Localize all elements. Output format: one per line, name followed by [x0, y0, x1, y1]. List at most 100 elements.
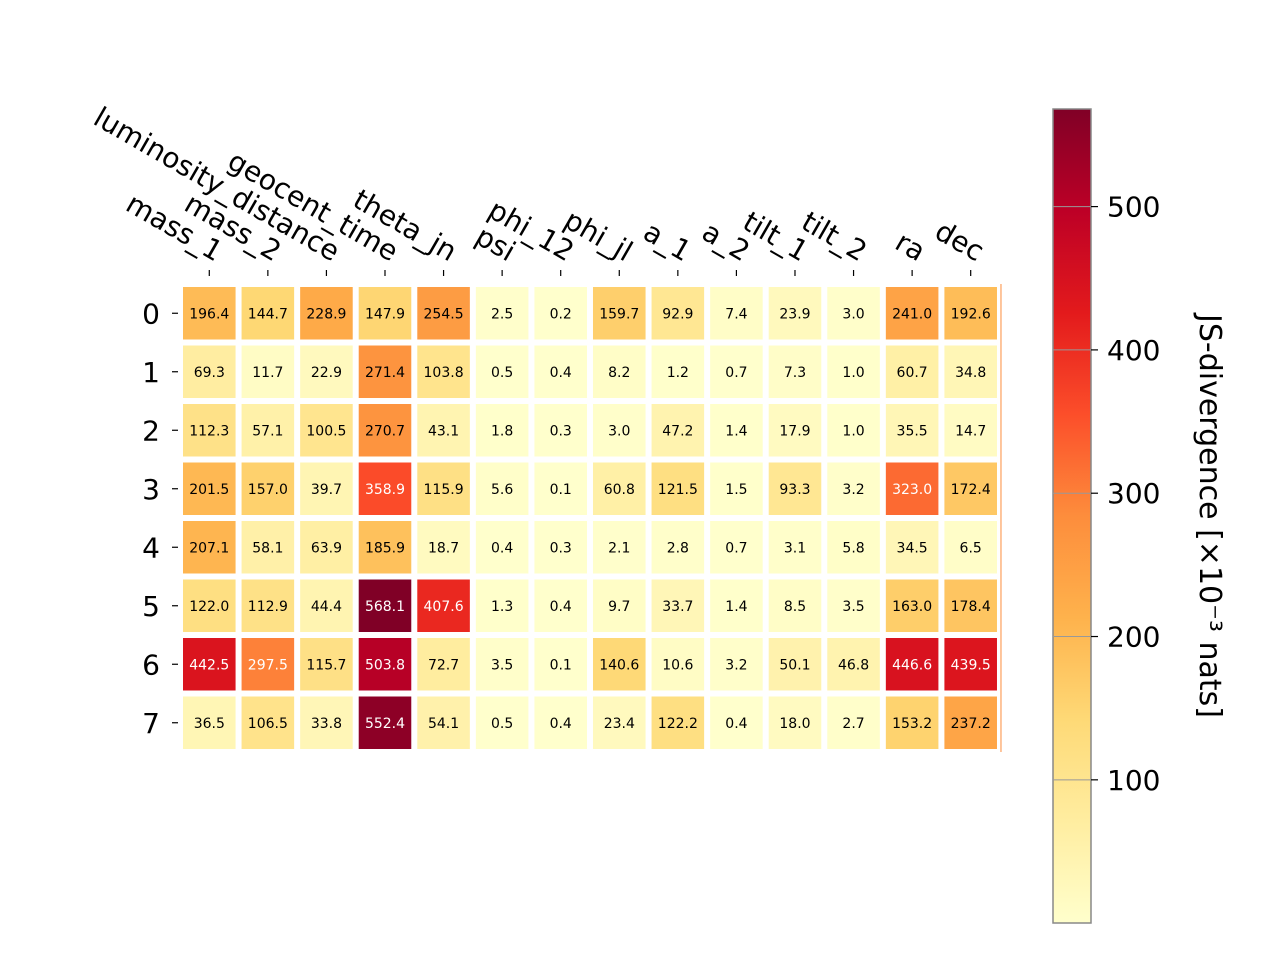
heatmap-cell: [710, 696, 763, 749]
heatmap-cell: [358, 579, 412, 632]
heatmap-cell: [183, 696, 236, 749]
cell-value-label: 0.7: [725, 540, 747, 556]
heatmap-cell: [710, 521, 763, 574]
heatmap-cell: [944, 696, 997, 749]
cell-value-label: 2.7: [842, 716, 864, 732]
cell-value-label: 552.4: [365, 716, 405, 732]
cell-value-label: 568.1: [365, 599, 405, 615]
heatmap-cell: [475, 462, 529, 515]
cell-value-label: 23.9: [779, 306, 810, 322]
cell-value-label: 122.2: [658, 716, 698, 732]
heatmap-cell: [417, 696, 470, 749]
cell-value-label: 0.3: [550, 423, 572, 439]
heatmap-cell: [592, 462, 646, 515]
cell-value-label: 271.4: [365, 365, 405, 381]
heatmap-cell: [241, 696, 295, 749]
cell-value-label: 18.7: [428, 540, 459, 556]
colorbar-tick-label: 300: [1107, 477, 1160, 510]
cell-value-label: 0.5: [491, 716, 513, 732]
heatmap-cell: [944, 638, 997, 691]
heatmap-cell: [241, 638, 295, 691]
heatmap-cell: [944, 404, 997, 457]
cell-value-label: 446.6: [892, 657, 932, 673]
heatmap-cell: [944, 521, 997, 574]
cell-value-label: 9.7: [608, 599, 630, 615]
y-tick-label: 1: [142, 356, 160, 389]
heatmap-cell: [710, 404, 763, 457]
heatmap-cells: 196.4 144.7 228.9 147.9 254.5 2.5 0.2 159.7 92.9…: [183, 284, 1002, 752]
cell-value-label: 60.7: [897, 365, 928, 381]
heatmap-cell: [885, 521, 939, 574]
cell-value-label: 0.4: [725, 716, 747, 732]
cell-value-label: 237.2: [951, 716, 991, 732]
cell-value-label: 503.8: [365, 657, 405, 673]
colorbar-tick-label: 100: [1107, 764, 1160, 797]
cell-value-label: 3.1: [784, 540, 806, 556]
heatmap-cell: [534, 404, 587, 457]
colorbar-label: JS-divergence [×10⁻³ nats]: [1192, 312, 1227, 718]
cell-value-label: 3.0: [608, 423, 630, 439]
cell-value-label: 1.2: [667, 365, 689, 381]
y-tick-label: 5: [142, 590, 160, 623]
heatmap-cell: [885, 579, 939, 632]
heatmap-cell: [592, 345, 646, 398]
heatmap-cell: [417, 345, 470, 398]
cell-value-label: 8.2: [608, 365, 630, 381]
heatmap-cell: [358, 521, 412, 574]
cell-value-label: 228.9: [306, 306, 346, 322]
cell-value-label: 34.5: [897, 540, 928, 556]
cell-value-label: 2.5: [491, 306, 513, 322]
cell-value-label: 23.4: [604, 716, 635, 732]
cell-value-label: 60.8: [604, 482, 635, 498]
cell-value-label: 72.7: [428, 657, 459, 673]
heatmap-cell: [534, 579, 587, 632]
heatmap-cell: [241, 521, 295, 574]
heatmap-cell: [885, 287, 939, 340]
cell-value-label: 54.1: [428, 716, 459, 732]
heatmap-cell: [300, 638, 353, 691]
heatmap-cell: [183, 579, 236, 632]
cell-value-label: 0.1: [550, 482, 572, 498]
cell-value-label: 112.3: [189, 423, 229, 439]
cell-value-label: 1.3: [491, 599, 513, 615]
heatmap-cell: [417, 638, 470, 691]
cell-value-label: 115.7: [306, 657, 346, 673]
cell-value-label: 159.7: [599, 306, 639, 322]
cell-value-label: 0.5: [491, 365, 513, 381]
heatmap-cell: [534, 638, 587, 691]
heatmap-cell: [358, 404, 412, 457]
cell-value-label: 34.8: [955, 365, 986, 381]
cell-value-label: 57.1: [252, 423, 283, 439]
cell-value-label: 106.5: [248, 716, 288, 732]
heatmap-cell: [183, 462, 236, 515]
cell-value-label: 44.4: [311, 599, 342, 615]
heatmap-cell: [885, 638, 939, 691]
heatmap-cell: [358, 696, 412, 749]
heatmap-cell: [241, 462, 295, 515]
cell-value-label: 115.9: [424, 482, 464, 498]
heatmap-cell: [358, 287, 412, 340]
cell-value-label: 196.4: [189, 306, 229, 322]
cell-value-label: 18.0: [779, 716, 810, 732]
x-tick-label: dec: [930, 214, 990, 268]
cell-value-label: 0.2: [550, 306, 572, 322]
cell-value-label: 1.5: [725, 482, 747, 498]
cell-value-label: 36.5: [194, 716, 225, 732]
heatmap-cell: [885, 404, 939, 457]
heatmap-cell: [768, 462, 822, 515]
heatmap-cell: [592, 579, 646, 632]
heatmap-cell: [417, 404, 470, 457]
heatmap-cell: [475, 696, 529, 749]
cell-value-label: 7.4: [725, 306, 747, 322]
heatmap-cell: [592, 638, 646, 691]
heatmap-cell: [651, 696, 705, 749]
heatmap-cell: [183, 287, 236, 340]
y-axis: 0 1 2 3 4 5 6 7: [142, 297, 178, 740]
colorbar-tick-label: 200: [1107, 621, 1160, 654]
heatmap-cell: [475, 638, 529, 691]
heatmap-cell: [651, 404, 705, 457]
heatmap-cell: [827, 638, 880, 691]
heatmap-cell: [768, 579, 822, 632]
colorbar-tick-label: 500: [1107, 191, 1160, 224]
